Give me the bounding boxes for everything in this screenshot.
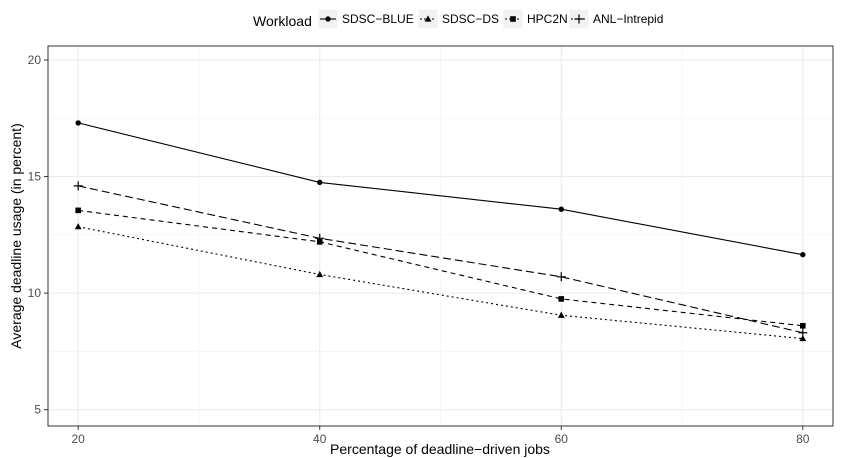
data-point [74, 223, 82, 230]
data-point [557, 311, 565, 318]
data-point [75, 120, 81, 126]
x-tick-label: 60 [555, 432, 569, 446]
legend-title: Workload [253, 13, 312, 29]
data-point [315, 233, 325, 243]
series-line [78, 209, 803, 327]
series-layer [73, 120, 808, 342]
data-point [798, 328, 808, 338]
series-circle [75, 120, 806, 258]
data-point [75, 207, 81, 214]
x-tick-label: 20 [72, 432, 86, 446]
legend-item: SDSC−DS [417, 8, 499, 30]
data-point [316, 270, 324, 278]
gridlines [48, 46, 833, 426]
plot-border [47, 45, 834, 427]
legend-key-marker [574, 14, 584, 24]
legend-key-marker [510, 16, 516, 22]
data-point [558, 296, 565, 302]
series-line [78, 185, 803, 334]
legend-label: SDSC−DS [442, 12, 499, 26]
y-tick-label: 10 [28, 286, 42, 300]
legend-key-marker [325, 16, 331, 22]
data-point [558, 206, 564, 212]
legend-key-marker [424, 15, 432, 22]
y-axis-title: Average deadline usage (in percent) [8, 123, 24, 348]
data-point [317, 179, 323, 186]
data-point [799, 334, 807, 342]
legend-label: HPC2N [527, 12, 568, 26]
legend-item: ANL−Intrepid [568, 8, 663, 30]
data-point [556, 272, 566, 282]
legend-label: ANL−Intrepid [593, 12, 663, 26]
data-point [73, 181, 83, 191]
legend: Workload SDSC−BLUE SDSC−DS HPC2N ANL−Intrep… [253, 8, 663, 30]
legend-item: HPC2N [502, 8, 568, 30]
series-plus [73, 181, 808, 338]
series-line [78, 122, 803, 256]
y-tick-label: 5 [34, 403, 41, 417]
data-point [800, 251, 806, 258]
x-axis-title: Percentage of deadline−driven jobs [330, 441, 550, 457]
legend-item: SDSC−BLUE [317, 8, 414, 30]
x-axis: 20 40 60 80 [72, 426, 810, 446]
y-tick-label: 15 [28, 170, 42, 184]
data-point [800, 322, 806, 329]
series-triangle [74, 223, 807, 342]
legend-label: SDSC−BLUE [342, 12, 414, 26]
x-tick-label: 80 [796, 432, 810, 446]
x-tick-label: 40 [313, 432, 327, 446]
y-axis: 5 10 15 20 [28, 53, 48, 417]
y-tick-label: 20 [28, 53, 42, 67]
